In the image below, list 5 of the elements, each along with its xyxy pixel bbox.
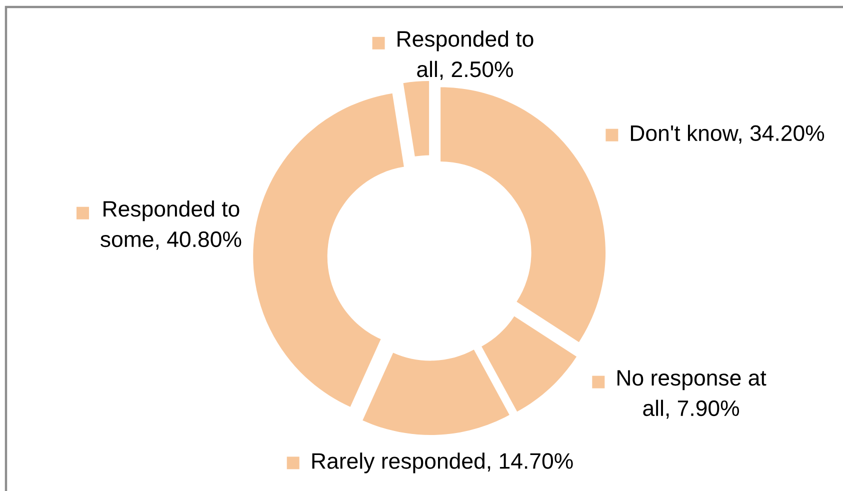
legend-label: Responded to all, 2.50% [398, 30, 534, 80]
legend-label: Don't know, 34.20% [630, 124, 824, 144]
legend-label: No response at all, 7.90% [618, 370, 766, 419]
legend-label: Rarely responded, 14.70% [312, 452, 573, 474]
legend-label: Responded to some, 40.80% [100, 200, 242, 250]
